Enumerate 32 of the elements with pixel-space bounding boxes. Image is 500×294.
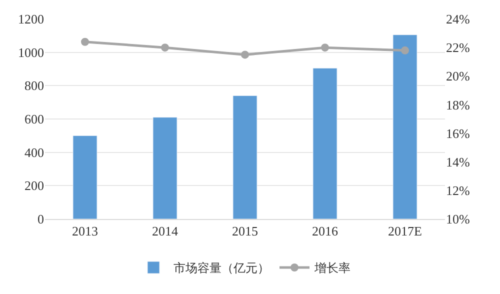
x-tick-label: 2017E — [388, 224, 422, 239]
y-tick-label: 400 — [24, 144, 44, 160]
y2-tick-label: 14% — [446, 154, 470, 170]
y2-tick-label: 22% — [446, 40, 470, 56]
x-tick-label: 2016 — [312, 224, 338, 239]
bar — [392, 34, 418, 219]
point — [81, 38, 89, 46]
y2-tick-label: 20% — [446, 68, 470, 84]
y2-tick-label: 16% — [446, 126, 470, 141]
x-tick-label: 2013 — [72, 224, 98, 239]
bar — [72, 135, 98, 219]
legend-label: 增长率 — [314, 261, 350, 276]
bar — [312, 68, 338, 219]
bar — [232, 95, 258, 219]
y-tick-label: 600 — [24, 112, 44, 127]
legend-label: 市场容量（亿元） — [174, 261, 270, 276]
point — [401, 46, 409, 54]
y-tick-label: 1200 — [18, 12, 44, 27]
bar — [152, 117, 178, 219]
y2-tick-label: 24% — [446, 12, 470, 27]
x-tick-label: 2014 — [152, 224, 178, 239]
y2-tick-label: 18% — [446, 97, 470, 112]
y-tick-label: 200 — [24, 178, 44, 194]
y-tick-label: 1000 — [18, 44, 44, 60]
point — [321, 44, 329, 52]
y2-tick-label: 10% — [446, 212, 470, 227]
point — [161, 44, 169, 52]
y-tick-label: 800 — [24, 78, 44, 94]
y-tick-label: 0 — [38, 212, 44, 227]
y2-tick-label: 12% — [446, 182, 470, 198]
x-tick-label: 2015 — [232, 224, 258, 239]
point — [241, 50, 249, 59]
